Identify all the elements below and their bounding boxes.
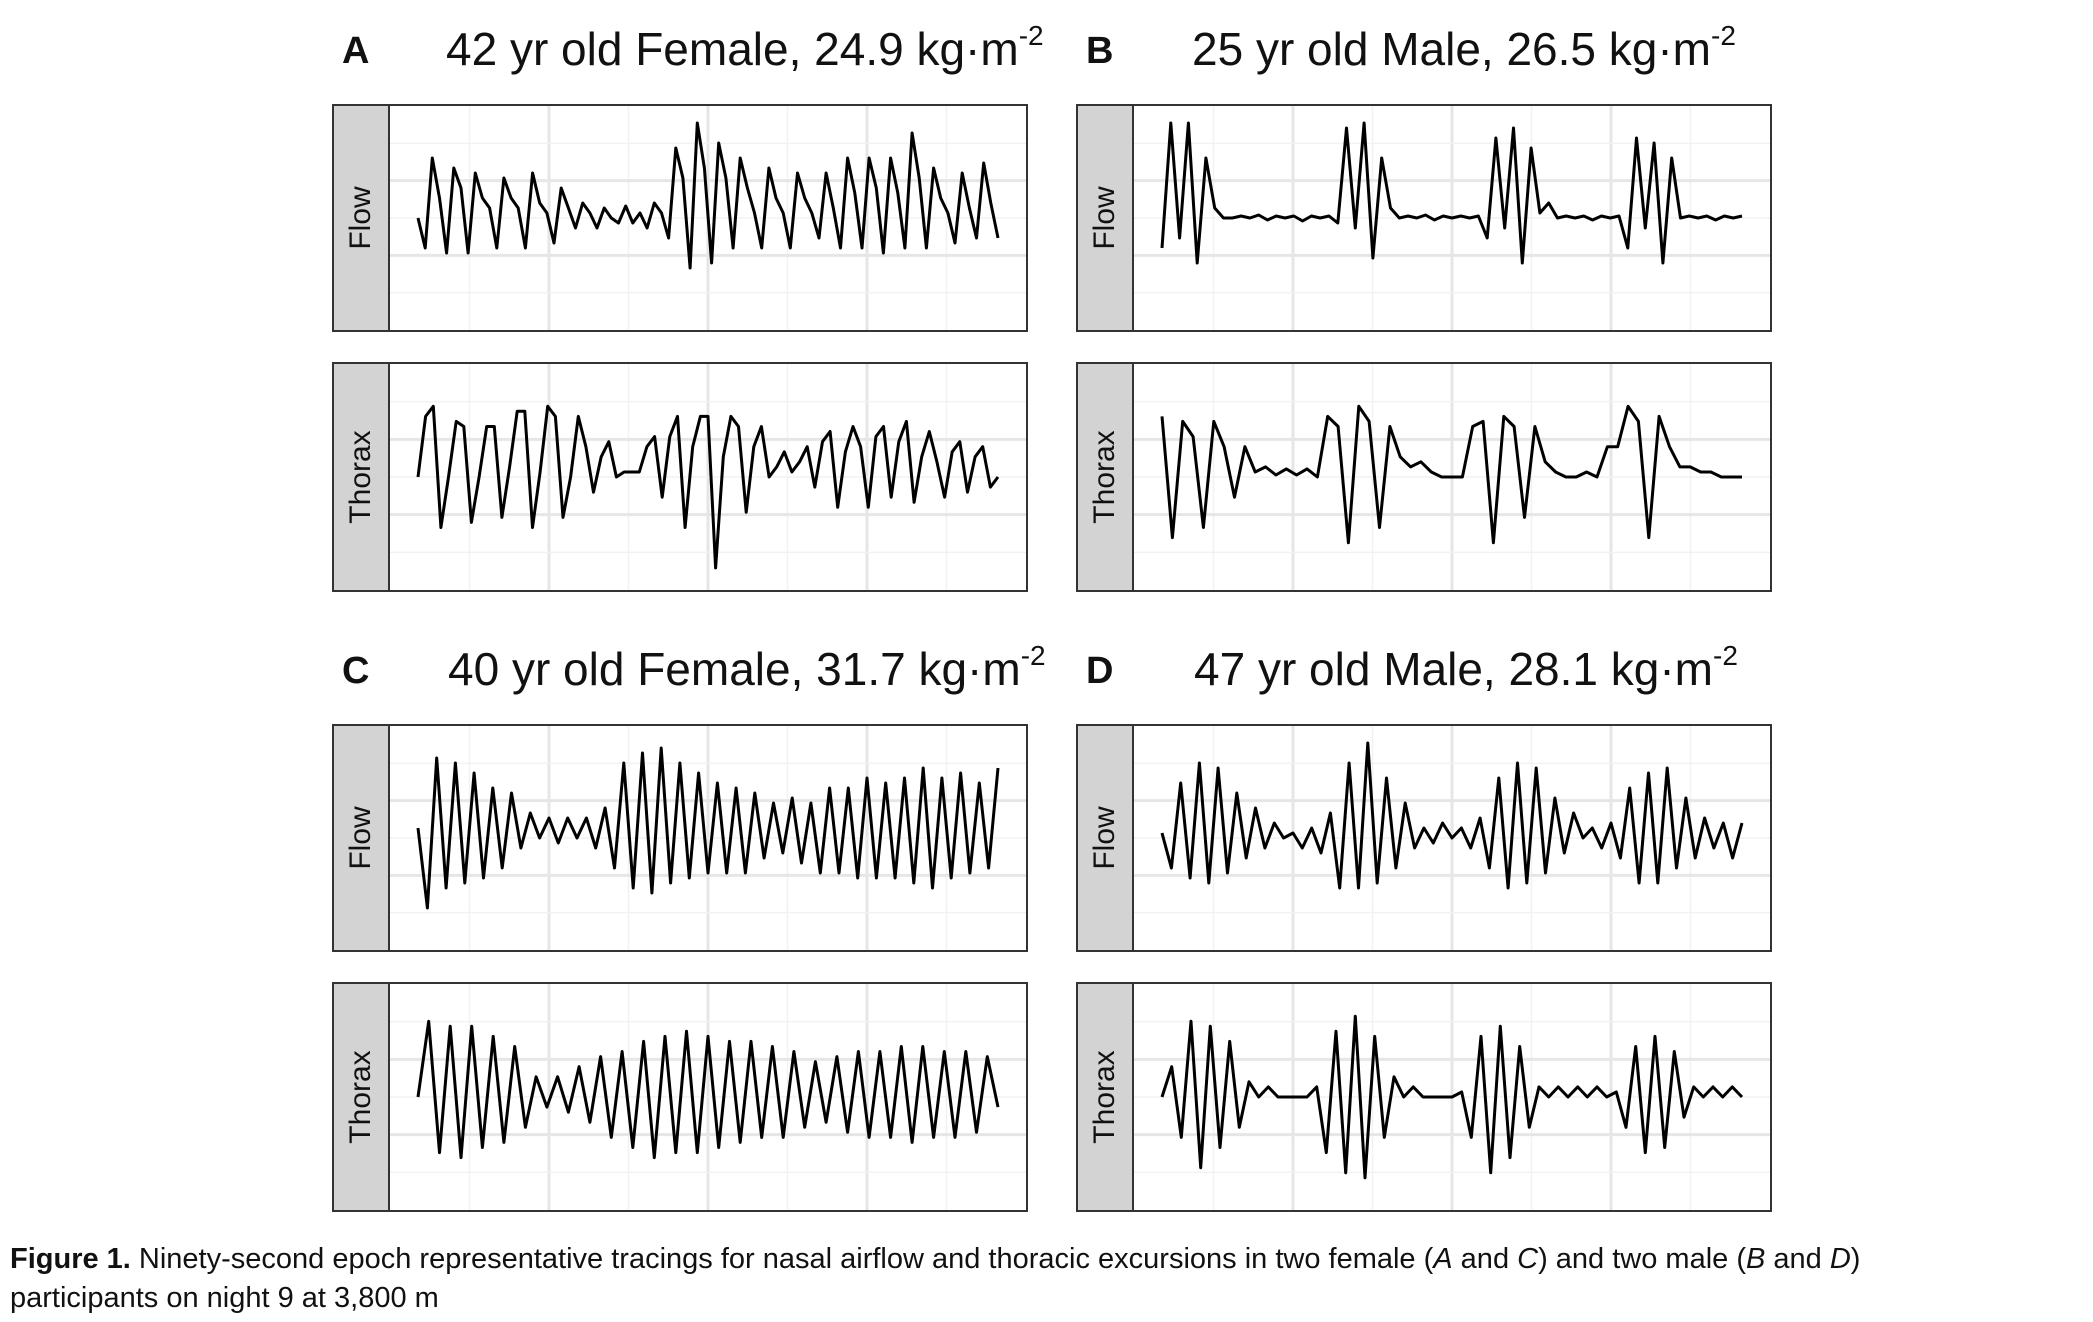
panel-title-text: 25 yr old Male, 26.5 kg·m — [1192, 23, 1712, 75]
facet-label: Flow — [344, 806, 377, 870]
caption-text: participants on night 9 at 3,800 m — [10, 1282, 439, 1314]
facet-strip: Flow — [1076, 104, 1134, 332]
facet-c-flow: Flow — [332, 724, 1028, 952]
grid — [390, 984, 1026, 1210]
trace-line — [1160, 741, 1744, 890]
trace-line — [416, 404, 1000, 570]
caption-text: and — [1765, 1243, 1830, 1275]
facet-strip: Thorax — [1076, 362, 1134, 592]
trace-line — [1160, 404, 1742, 545]
panel-letter: B — [1086, 30, 1114, 72]
trace-svg — [1134, 364, 1770, 590]
caption-ref-a: A — [1433, 1243, 1453, 1275]
plot-area — [1134, 724, 1772, 952]
facet-strip: Thorax — [332, 982, 390, 1212]
facet-strip: Thorax — [1076, 982, 1134, 1212]
caption-ref-c: C — [1517, 1243, 1539, 1275]
trace-line — [416, 746, 1000, 910]
facet-label: Thorax — [1088, 1050, 1121, 1144]
panel-title: 40 yr old Female, 31.7 kg·m-2 — [448, 639, 1046, 696]
facet-label: Thorax — [1088, 430, 1121, 524]
plot-area — [1134, 362, 1772, 592]
facet-strip: Thorax — [332, 362, 390, 592]
facet-b-flow: Flow — [1076, 104, 1772, 332]
trace-svg — [390, 984, 1026, 1210]
facet-a-flow: Flow — [332, 104, 1028, 332]
plot-area — [1134, 982, 1772, 1212]
trace-line — [416, 121, 1000, 270]
caption-text: ) and two male ( — [1538, 1243, 1746, 1275]
plot-area — [390, 362, 1028, 592]
facet-label: Flow — [1088, 186, 1121, 250]
plot-area — [390, 724, 1028, 952]
grid — [390, 364, 1026, 590]
facet-strip: Flow — [332, 104, 390, 332]
caption-text: Ninety-second epoch representative traci… — [130, 1243, 1434, 1275]
trace-line — [416, 1019, 1000, 1160]
caption-ref-b: B — [1746, 1243, 1766, 1275]
facet-label: Thorax — [344, 430, 377, 524]
plot-area — [390, 104, 1028, 332]
panel-title: 47 yr old Male, 28.1 kg·m-2 — [1194, 639, 1738, 696]
facet-strip: Flow — [1076, 724, 1134, 952]
trace-svg — [390, 364, 1026, 590]
panel-title: 42 yr old Female, 24.9 kg·m-2 — [446, 19, 1044, 76]
trace-line — [1160, 121, 1743, 265]
facet-c-thorax: Thorax — [332, 982, 1028, 1212]
panel-title-text: 40 yr old Female, 31.7 kg·m — [448, 643, 1021, 695]
panel-letter: D — [1086, 650, 1114, 692]
facet-label: Flow — [1088, 806, 1121, 870]
trace-line — [1160, 1014, 1744, 1180]
trace-svg — [1134, 106, 1770, 330]
caption-ref-d: D — [1829, 1243, 1851, 1275]
facet-label: Flow — [344, 186, 377, 250]
caption-text: ) — [1850, 1243, 1861, 1275]
caption-text: and — [1452, 1243, 1518, 1275]
grid — [390, 726, 1026, 950]
facet-b-thorax: Thorax — [1076, 362, 1772, 592]
panel-title-sup: -2 — [1711, 19, 1736, 51]
panel-letter: A — [342, 30, 370, 72]
plot-area — [390, 982, 1028, 1212]
trace-svg — [1134, 726, 1770, 950]
facet-label: Thorax — [344, 1050, 377, 1144]
panel-title-text: 42 yr old Female, 24.9 kg·m — [446, 23, 1019, 75]
figure-caption: Figure 1. Ninety-second epoch representa… — [10, 1240, 2080, 1318]
plot-area — [1134, 104, 1772, 332]
trace-svg — [1134, 984, 1770, 1210]
trace-svg — [390, 106, 1026, 330]
panel-title-sup: -2 — [1020, 639, 1046, 671]
trace-svg — [390, 726, 1026, 950]
caption-label: Figure 1. — [10, 1243, 131, 1275]
facet-d-flow: Flow — [1076, 724, 1772, 952]
panel-title-sup: -2 — [1018, 19, 1044, 51]
panel-title-text: 47 yr old Male, 28.1 kg·m — [1194, 643, 1714, 695]
facet-a-thorax: Thorax — [332, 362, 1028, 592]
panel-title-sup: -2 — [1713, 639, 1738, 671]
panel-letter: C — [342, 650, 370, 692]
facet-d-thorax: Thorax — [1076, 982, 1772, 1212]
panel-title: 25 yr old Male, 26.5 kg·m-2 — [1192, 19, 1736, 76]
facet-strip: Flow — [332, 724, 390, 952]
